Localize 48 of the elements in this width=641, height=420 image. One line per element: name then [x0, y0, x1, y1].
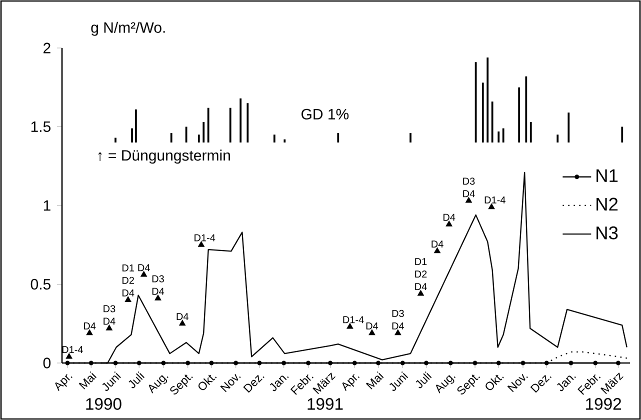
data-label: D1-4: [62, 346, 83, 354]
x-tick-label: Dez.: [530, 374, 552, 393]
text: 1992: [586, 398, 622, 410]
x-tick-label: Aug.: [436, 374, 456, 394]
y-tick-label: 1.5: [31, 122, 50, 132]
data-label: D4: [176, 313, 188, 320]
x-tick-label: Juni: [389, 371, 408, 391]
x-tick-label: Jan.: [270, 376, 289, 392]
data-label: D3 D4: [152, 275, 164, 295]
x-tick-label: Juli: [416, 371, 432, 388]
data-label: D1-4: [484, 196, 506, 204]
data-label: D1 D2 D4: [122, 264, 134, 296]
text: 1991: [308, 398, 343, 410]
y-tick-label: 0.5: [30, 278, 50, 290]
x-tick-label: Mai: [366, 371, 384, 390]
data-label: D3 D4: [392, 310, 404, 330]
x-tick-label: Apr.: [342, 374, 360, 392]
legend-label: N2: [596, 198, 618, 211]
text: 1990: [86, 398, 122, 410]
x-tick-label: Okt.: [486, 374, 504, 390]
y-tick-label: 2: [44, 42, 50, 54]
y-tick-label: 1: [44, 200, 50, 211]
annotation: ↑ = Düngungstermin: [98, 150, 230, 164]
x-tick-label: Nov.: [220, 374, 241, 392]
x-tick-label: Apr.: [55, 374, 72, 392]
data-label: D4: [84, 322, 96, 330]
x-tick-label: Mai: [78, 371, 97, 390]
x-tick-label: Aug.: [148, 374, 168, 394]
data-label: D3 D4: [104, 305, 116, 325]
data-label: D4: [138, 264, 150, 272]
data-label: D1-4: [343, 316, 364, 324]
x-tick-label: Jan.: [557, 376, 576, 392]
x-tick-label: Okt.: [198, 374, 217, 390]
data-label: D4: [432, 240, 444, 248]
legend-label: N3: [596, 226, 618, 240]
data-label: D4: [443, 214, 456, 221]
data-label: D4: [366, 322, 378, 330]
x-tick-label: Juli: [128, 371, 145, 388]
x-tick-label: Juni: [102, 371, 121, 391]
y-axis-title: g N/m²/Wo.: [91, 22, 165, 36]
data-label: D3 D4: [463, 178, 475, 198]
x-tick-label: Nov.: [507, 374, 528, 392]
data-label: D1 D2 D4: [415, 258, 427, 290]
data-label: D1-4: [194, 234, 216, 242]
y-tick-label: 0: [43, 358, 51, 368]
series-label: GD 1%: [302, 108, 349, 120]
legend-label: N1: [596, 169, 618, 182]
x-tick-label: Dez.: [243, 374, 264, 393]
